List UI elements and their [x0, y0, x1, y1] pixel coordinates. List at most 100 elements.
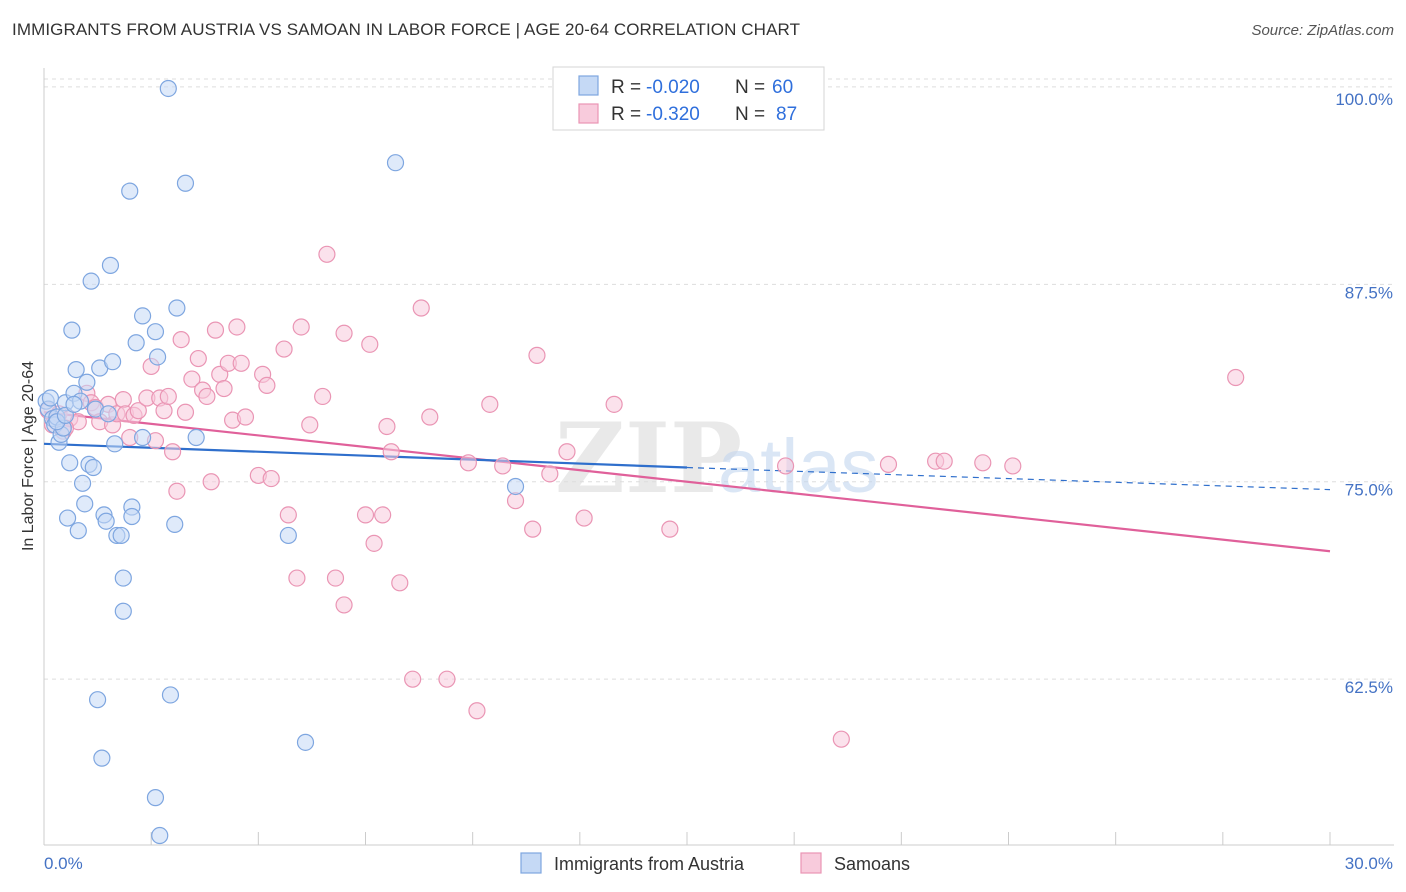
- correlation-legend: R = -0.020 N = 60 R = -0.320 N = 87: [552, 66, 825, 131]
- point-samoan-83: [974, 454, 992, 472]
- point-samoan-80: [879, 455, 898, 473]
- point-samoan-38: [228, 318, 246, 336]
- legend-n-label-samoan: N =: [735, 104, 765, 125]
- point-samoan-52: [326, 569, 345, 587]
- point-samoan-54: [335, 324, 353, 342]
- point-samoan-29: [189, 349, 207, 368]
- point-austria-10: [58, 509, 77, 527]
- point-austria-59: [65, 395, 83, 413]
- point-samoan-78: [776, 457, 795, 475]
- legend-n-value-austria: 60: [772, 77, 793, 98]
- y-tick-label-2: 87.5%: [1345, 283, 1393, 302]
- point-samoan-50: [314, 387, 332, 406]
- point-austria-17: [73, 474, 92, 492]
- point-austria-21: [82, 272, 100, 290]
- x-tick-label-max: 30.0%: [1345, 854, 1393, 873]
- y-tick-label-1: 75.0%: [1345, 481, 1393, 500]
- point-samoan-53: [335, 596, 353, 614]
- point-austria-15: [69, 522, 87, 540]
- point-samoan-33: [206, 321, 225, 339]
- point-samoan-84: [1004, 457, 1022, 475]
- legend-r-label-austria: R =: [611, 77, 641, 98]
- y-tick-labels: 62.5% 75.0% 87.5% 100.0%: [1335, 90, 1393, 697]
- point-samoan-66: [459, 454, 477, 472]
- point-samoan-51: [318, 245, 336, 263]
- chart-source: Source: ZipAtlas.com: [1251, 22, 1394, 39]
- grid-lines: [44, 78, 1394, 680]
- point-samoan-76: [605, 395, 623, 413]
- point-austria-44: [146, 789, 165, 807]
- point-austria-54: [279, 526, 297, 545]
- point-samoan-61: [391, 574, 409, 592]
- point-austria-2: [41, 389, 60, 407]
- point-samoan-67: [468, 702, 486, 720]
- point-austria-31: [103, 353, 122, 371]
- legend-swatch-samoan: [578, 103, 599, 124]
- point-samoan-69: [494, 457, 512, 475]
- point-austria-53: [296, 733, 315, 751]
- point-austria-56: [506, 477, 525, 496]
- point-samoan-75: [575, 509, 593, 527]
- point-austria-46: [151, 826, 169, 845]
- point-austria-38: [121, 182, 139, 200]
- legend-n-value-samoan: 87: [776, 104, 797, 125]
- point-samoan-25: [168, 482, 186, 500]
- point-austria-52: [187, 428, 205, 447]
- point-samoan-82: [935, 452, 953, 470]
- point-austria-18: [76, 495, 94, 513]
- point-austria-47: [159, 79, 177, 98]
- series-legend-label-samoan: Samoans: [834, 854, 910, 874]
- x-tick-label-min: 0.0%: [44, 854, 83, 873]
- point-austria-32: [106, 435, 124, 453]
- point-austria-22: [84, 458, 102, 477]
- point-samoan-39: [232, 354, 250, 372]
- point-samoan-85: [1227, 368, 1245, 387]
- point-samoan-68: [481, 395, 499, 413]
- point-samoan-60: [382, 443, 400, 461]
- point-samoan-58: [374, 506, 392, 524]
- point-samoan-62: [404, 670, 422, 688]
- point-austria-55: [386, 154, 405, 172]
- x-axis-ticks: [150, 832, 1331, 845]
- point-austria-48: [161, 686, 180, 704]
- point-austria-34: [112, 526, 130, 545]
- trend-line-samoan: [43, 411, 1331, 553]
- point-samoan-47: [288, 569, 306, 587]
- point-samoan-35: [215, 379, 233, 398]
- point-austria-29: [99, 405, 117, 423]
- y-tick-label-3: 100.0%: [1335, 90, 1393, 109]
- point-samoan-79: [832, 730, 850, 748]
- point-austria-50: [168, 299, 186, 317]
- point-austria-12: [63, 321, 81, 339]
- point-samoan-43: [258, 376, 276, 394]
- point-samoan-71: [524, 520, 542, 538]
- point-samoan-31: [198, 387, 216, 406]
- data-points: [37, 79, 1245, 845]
- point-samoan-56: [361, 335, 379, 353]
- y-tick-label-0: 62.5%: [1345, 678, 1393, 697]
- point-austria-19: [78, 373, 96, 391]
- point-austria-14: [67, 361, 85, 379]
- point-samoan-55: [356, 506, 375, 524]
- point-samoan-26: [172, 330, 190, 349]
- point-samoan-13: [114, 391, 132, 409]
- series-legend-swatch-samoan: [800, 852, 822, 874]
- point-samoan-24: [164, 443, 182, 461]
- point-austria-35: [114, 569, 132, 587]
- legend-n-label-austria: N =: [735, 77, 765, 98]
- point-samoan-28: [183, 370, 201, 388]
- point-austria-30: [101, 256, 120, 274]
- point-austria-51: [176, 174, 195, 192]
- point-austria-45: [148, 348, 167, 366]
- watermark-zip: ZIP: [555, 402, 742, 515]
- legend-r-value-samoan: -0.320: [646, 104, 700, 125]
- point-austria-40: [127, 334, 145, 352]
- point-austria-36: [114, 602, 132, 620]
- watermark-atlas: atlas: [718, 424, 879, 509]
- series-legend-swatch-austria: [520, 852, 542, 874]
- point-samoan-72: [528, 346, 546, 364]
- point-austria-24: [88, 691, 107, 709]
- point-austria-39: [123, 507, 141, 526]
- point-samoan-59: [378, 417, 396, 436]
- point-samoan-64: [421, 408, 439, 426]
